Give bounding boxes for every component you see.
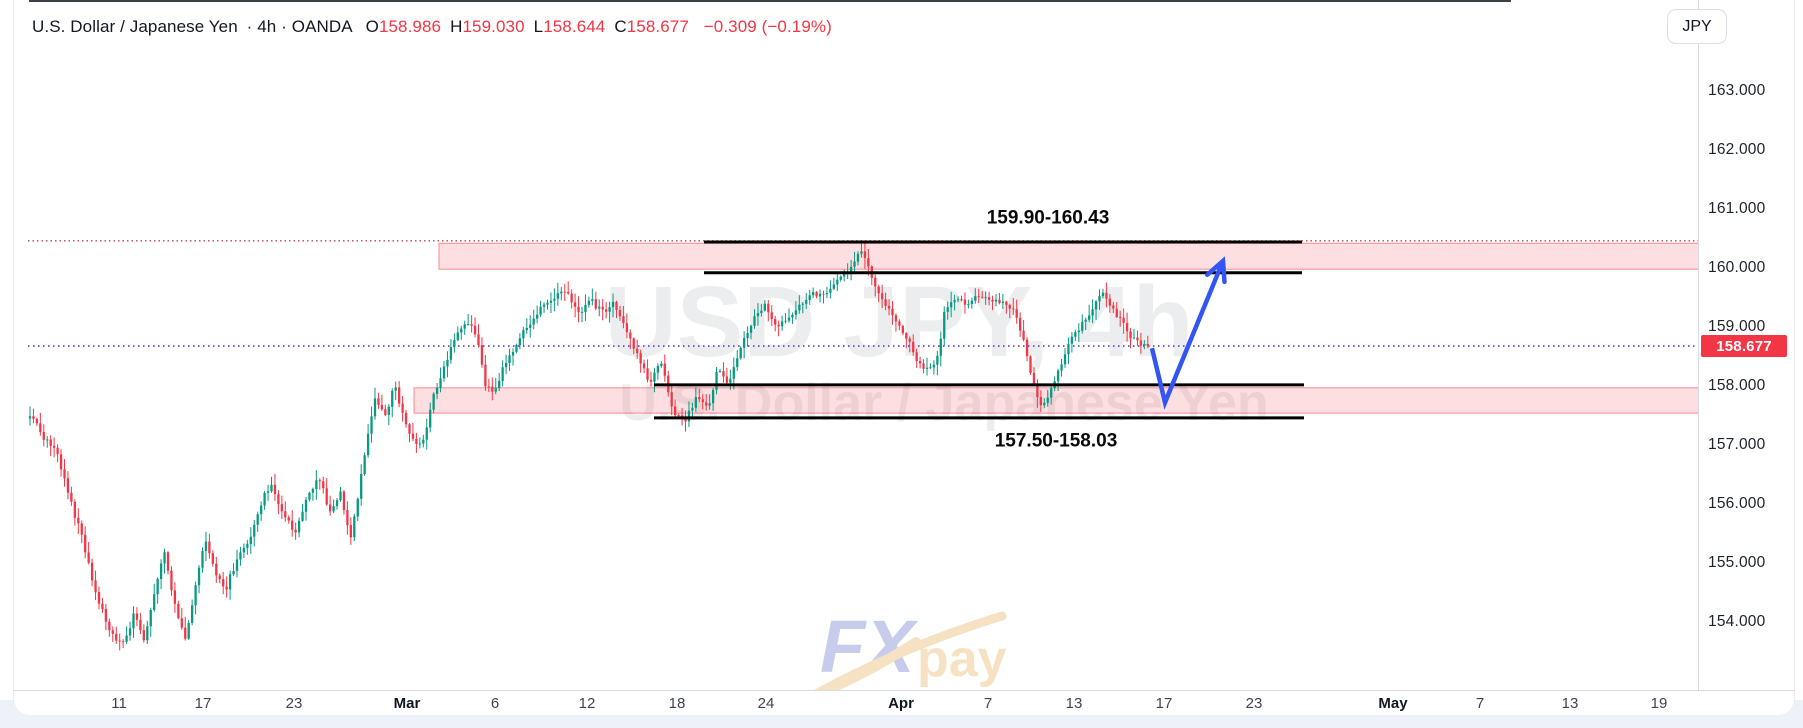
- ohlc-value-O: 158.986: [378, 17, 442, 36]
- widget-top-edge: [29, 0, 1511, 2]
- time-axis-day-label: 23: [285, 695, 303, 712]
- time-axis-day-label: 11: [111, 695, 127, 712]
- time-axis-day-label: 13: [1561, 695, 1579, 712]
- symbol-interval[interactable]: 4h: [257, 17, 277, 36]
- price-axis-label: 163.000: [1708, 82, 1766, 99]
- candlestick-chart[interactable]: USD JPY, 4hU.S. Dollar / Japanese YenFXp…: [14, 0, 1722, 690]
- symbol-title[interactable]: U.S. Dollar / Japanese Yen: [32, 17, 238, 36]
- ohlc-value-C: 158.677: [626, 17, 689, 36]
- fxpay-logo-pay: pay: [917, 630, 1007, 688]
- fxpay-logo-swoosh: [813, 611, 1007, 690]
- ohlc-values: O158.986 H159.030 L158.644 C158.677: [357, 17, 689, 36]
- time-axis-month-label: Apr: [888, 695, 914, 712]
- time-axis-day-label: 7: [983, 695, 993, 712]
- ohlc-label-C: C: [614, 17, 627, 36]
- time-axis-month-label: Mar: [393, 695, 421, 712]
- supply-zone-label[interactable]: 159.90-160.43: [987, 208, 1110, 229]
- demand-zone-rect[interactable]: [413, 387, 1721, 414]
- legend-separator-1: ·: [246, 17, 253, 36]
- legend-separator-2: ·: [281, 17, 287, 36]
- price-axis-label: 156.000: [1708, 495, 1766, 512]
- time-axis-day-label: 23: [1245, 695, 1263, 712]
- ohlc-label-O: O: [365, 17, 379, 36]
- price-axis-label: 158.000: [1708, 377, 1766, 394]
- ohlc-value-L: 158.644: [543, 17, 606, 36]
- time-axis-day-label: 7: [1475, 695, 1485, 712]
- currency-button[interactable]: JPY: [1667, 9, 1727, 44]
- time-axis-day-label: 13: [1065, 695, 1083, 712]
- symbol-legend[interactable]: U.S. Dollar / Japanese Yen · 4h · OANDA …: [32, 17, 832, 37]
- price-axis-label: 160.000: [1708, 259, 1766, 276]
- demand-zone-label[interactable]: 157.50-158.03: [995, 431, 1118, 452]
- price-axis-label: 159.000: [1708, 318, 1766, 335]
- price-axis-label: 162.000: [1708, 141, 1766, 158]
- supply-zone-rect[interactable]: [438, 242, 1721, 270]
- ohlc-value-H: 159.030: [462, 17, 525, 36]
- projection-arrow-head: [1204, 256, 1227, 285]
- time-axis-month-label: May: [1378, 695, 1408, 712]
- time-axis-day-label: 24: [757, 695, 775, 712]
- price-axis-label: 155.000: [1708, 554, 1766, 571]
- ohlc-label-H: H: [450, 17, 463, 36]
- time-axis-day-label: 17: [1155, 695, 1173, 712]
- chart-widget: U.S. Dollar / Japanese Yen · 4h · OANDA …: [13, 0, 1795, 715]
- projection-arrow[interactable]: [1149, 260, 1226, 410]
- time-axis-day-label: 19: [1650, 695, 1668, 712]
- time-axis-day-label: 18: [668, 695, 686, 712]
- price-axis[interactable]: 163.000 162.000 161.000 160.000 159.000 158.0…: [1698, 0, 1794, 690]
- last-price-badge: 158.677: [1701, 335, 1787, 358]
- price-change: −0.309 (−0.19%): [703, 17, 832, 36]
- time-axis-day-label: 6: [490, 695, 500, 712]
- time-axis[interactable]: 11 17 23 Mar 6 12 18 24 Apr 7 13 17 23 May 7 13 19: [14, 690, 1794, 715]
- price-axis-label: 157.000: [1708, 436, 1766, 453]
- ohlc-label-L: L: [533, 17, 544, 36]
- price-axis-label: 161.000: [1708, 200, 1766, 217]
- symbol-exchange: OANDA: [291, 17, 352, 36]
- time-axis-day-label: 17: [194, 695, 212, 712]
- time-axis-day-label: 12: [578, 695, 596, 712]
- price-axis-label: 154.000: [1708, 613, 1766, 630]
